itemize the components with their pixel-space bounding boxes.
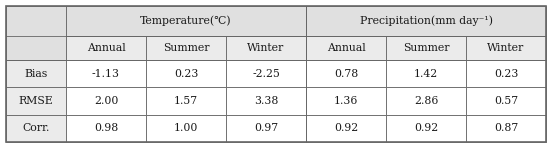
Text: -2.25: -2.25: [252, 69, 280, 79]
Text: 3.38: 3.38: [254, 96, 278, 106]
Bar: [466, 36, 546, 60]
Text: RMSE: RMSE: [19, 96, 54, 106]
Bar: [226, 36, 306, 60]
Bar: [386, 115, 466, 142]
Bar: [306, 115, 386, 142]
Bar: [66, 60, 146, 87]
Bar: [6, 115, 66, 142]
Text: 0.87: 0.87: [494, 123, 518, 133]
Bar: [466, 115, 546, 142]
Text: 1.57: 1.57: [174, 96, 198, 106]
Text: Winter: Winter: [487, 43, 524, 53]
Bar: [466, 60, 546, 87]
Bar: [146, 115, 226, 142]
Bar: [466, 87, 546, 115]
Bar: [6, 87, 66, 115]
Text: Annual: Annual: [87, 43, 125, 53]
Bar: [6, 6, 66, 60]
Bar: [146, 60, 226, 87]
Bar: [306, 36, 386, 60]
Text: 0.57: 0.57: [494, 96, 518, 106]
Text: -1.13: -1.13: [92, 69, 120, 79]
Bar: [66, 6, 306, 36]
Text: 2.86: 2.86: [414, 96, 438, 106]
Text: Bias: Bias: [24, 69, 47, 79]
Bar: [66, 115, 146, 142]
Bar: [6, 60, 66, 87]
Text: 0.78: 0.78: [334, 69, 358, 79]
Text: 0.23: 0.23: [494, 69, 518, 79]
Text: Annual: Annual: [327, 43, 365, 53]
Text: Temperature(℃): Temperature(℃): [140, 16, 232, 26]
Text: Summer: Summer: [163, 43, 209, 53]
Bar: [306, 60, 386, 87]
Text: 0.92: 0.92: [414, 123, 438, 133]
Bar: [386, 60, 466, 87]
Bar: [146, 87, 226, 115]
Text: Precipitation(mm day⁻¹): Precipitation(mm day⁻¹): [359, 16, 492, 26]
Bar: [306, 6, 546, 36]
Bar: [386, 87, 466, 115]
Text: Summer: Summer: [403, 43, 449, 53]
Text: 1.36: 1.36: [334, 96, 358, 106]
Bar: [66, 36, 146, 60]
Text: Winter: Winter: [247, 43, 285, 53]
Bar: [306, 87, 386, 115]
Bar: [226, 87, 306, 115]
Text: 0.97: 0.97: [254, 123, 278, 133]
Bar: [386, 36, 466, 60]
Text: 2.00: 2.00: [94, 96, 118, 106]
Text: Corr.: Corr.: [22, 123, 50, 133]
Bar: [226, 60, 306, 87]
Text: 1.42: 1.42: [414, 69, 438, 79]
Text: 0.23: 0.23: [174, 69, 198, 79]
Bar: [146, 36, 226, 60]
Bar: [66, 87, 146, 115]
Bar: [226, 115, 306, 142]
Text: 0.98: 0.98: [94, 123, 118, 133]
Text: 1.00: 1.00: [174, 123, 198, 133]
Text: 0.92: 0.92: [334, 123, 358, 133]
